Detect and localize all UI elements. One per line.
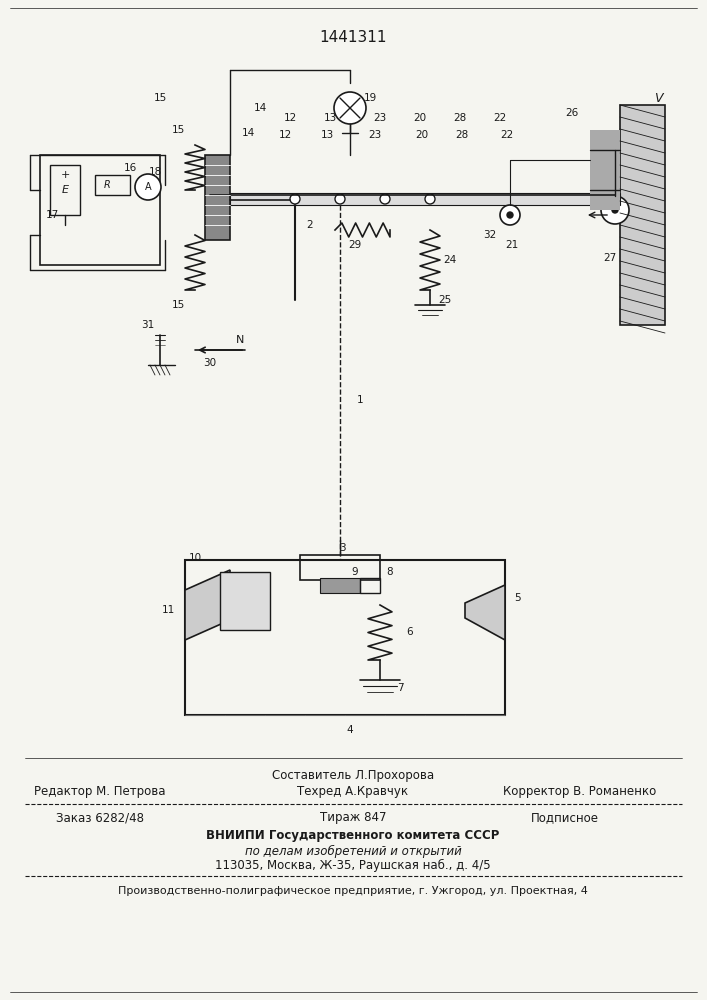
Text: 23: 23 — [373, 113, 387, 123]
Circle shape — [135, 174, 161, 200]
Text: R: R — [104, 180, 110, 190]
Circle shape — [425, 194, 435, 204]
Text: +: + — [60, 170, 70, 180]
Text: 12: 12 — [284, 113, 297, 123]
Text: 10: 10 — [189, 553, 201, 563]
Text: 30: 30 — [204, 358, 216, 368]
Text: по делам изобретений и открытий: по делам изобретений и открытий — [245, 844, 462, 858]
Bar — [205, 155, 230, 240]
Text: 15: 15 — [171, 125, 185, 135]
Text: Заказ 6282/48: Заказ 6282/48 — [56, 812, 144, 824]
Text: 5: 5 — [515, 593, 521, 603]
Text: Производственно-полиграфическое предприятие, г. Ужгород, ул. Проектная, 4: Производственно-полиграфическое предприя… — [118, 886, 588, 896]
Text: Тираж 847: Тираж 847 — [320, 812, 386, 824]
Bar — [40, 155, 160, 265]
Text: 28: 28 — [455, 130, 469, 140]
Circle shape — [335, 194, 345, 204]
Text: 25: 25 — [438, 295, 452, 305]
Text: 32: 32 — [484, 230, 496, 240]
Circle shape — [500, 205, 520, 225]
Text: 23: 23 — [368, 130, 382, 140]
Circle shape — [290, 194, 300, 204]
Text: Техред А.Кравчук: Техред А.Кравчук — [298, 784, 409, 798]
Bar — [320, 578, 360, 593]
Text: 13: 13 — [323, 113, 337, 123]
Text: 22: 22 — [501, 130, 513, 140]
Text: 28: 28 — [453, 113, 467, 123]
Bar — [620, 105, 665, 325]
Text: 16: 16 — [124, 163, 136, 173]
Text: 113035, Москва, Ж-35, Раушская наб., д. 4/5: 113035, Москва, Ж-35, Раушская наб., д. … — [215, 858, 491, 872]
Polygon shape — [465, 585, 505, 640]
Circle shape — [334, 92, 366, 124]
Bar — [95, 175, 130, 195]
Text: A: A — [145, 182, 151, 192]
Text: N: N — [236, 335, 244, 345]
Circle shape — [380, 194, 390, 204]
Text: 4: 4 — [346, 725, 354, 735]
Text: 3: 3 — [339, 543, 345, 553]
Bar — [50, 165, 80, 215]
Text: Корректор В. Романенко: Корректор В. Романенко — [503, 784, 657, 798]
Text: 14: 14 — [241, 128, 255, 138]
Bar — [590, 130, 620, 210]
Polygon shape — [185, 570, 230, 640]
Text: 26: 26 — [566, 108, 578, 118]
Bar — [300, 555, 380, 580]
Text: Редактор М. Петрова: Редактор М. Петрова — [34, 784, 165, 798]
Text: ВНИИПИ Государственного комитета СССР: ВНИИПИ Государственного комитета СССР — [206, 830, 500, 842]
Text: 21: 21 — [506, 240, 519, 250]
Text: 6: 6 — [407, 627, 414, 637]
Text: 1441311: 1441311 — [320, 30, 387, 45]
Text: V: V — [654, 92, 662, 104]
Text: Составитель Л.Прохорова: Составитель Л.Прохорова — [272, 770, 434, 782]
Text: 19: 19 — [363, 93, 377, 103]
Text: 17: 17 — [45, 210, 59, 220]
Bar — [230, 193, 620, 205]
Circle shape — [507, 212, 513, 218]
Text: Подписное: Подписное — [531, 812, 599, 824]
Text: 15: 15 — [171, 300, 185, 310]
Circle shape — [601, 196, 629, 224]
Bar — [360, 578, 380, 593]
Text: 20: 20 — [416, 130, 428, 140]
Text: 22: 22 — [493, 113, 507, 123]
Text: 24: 24 — [443, 255, 457, 265]
Text: 14: 14 — [253, 103, 267, 113]
Text: 12: 12 — [279, 130, 291, 140]
Text: 11: 11 — [161, 605, 175, 615]
Text: 2: 2 — [307, 220, 313, 230]
Text: E: E — [62, 185, 69, 195]
Text: 7: 7 — [397, 683, 403, 693]
Circle shape — [612, 207, 618, 213]
Text: 20: 20 — [414, 113, 426, 123]
Bar — [185, 560, 505, 715]
Text: 29: 29 — [349, 240, 361, 250]
Text: 27: 27 — [603, 253, 617, 263]
Text: 31: 31 — [141, 320, 155, 330]
Bar — [220, 572, 270, 630]
Text: 1: 1 — [357, 395, 363, 405]
Text: 9: 9 — [351, 567, 358, 577]
Text: 8: 8 — [387, 567, 393, 577]
Text: 15: 15 — [153, 93, 167, 103]
Text: 18: 18 — [148, 167, 162, 177]
Text: 13: 13 — [320, 130, 334, 140]
